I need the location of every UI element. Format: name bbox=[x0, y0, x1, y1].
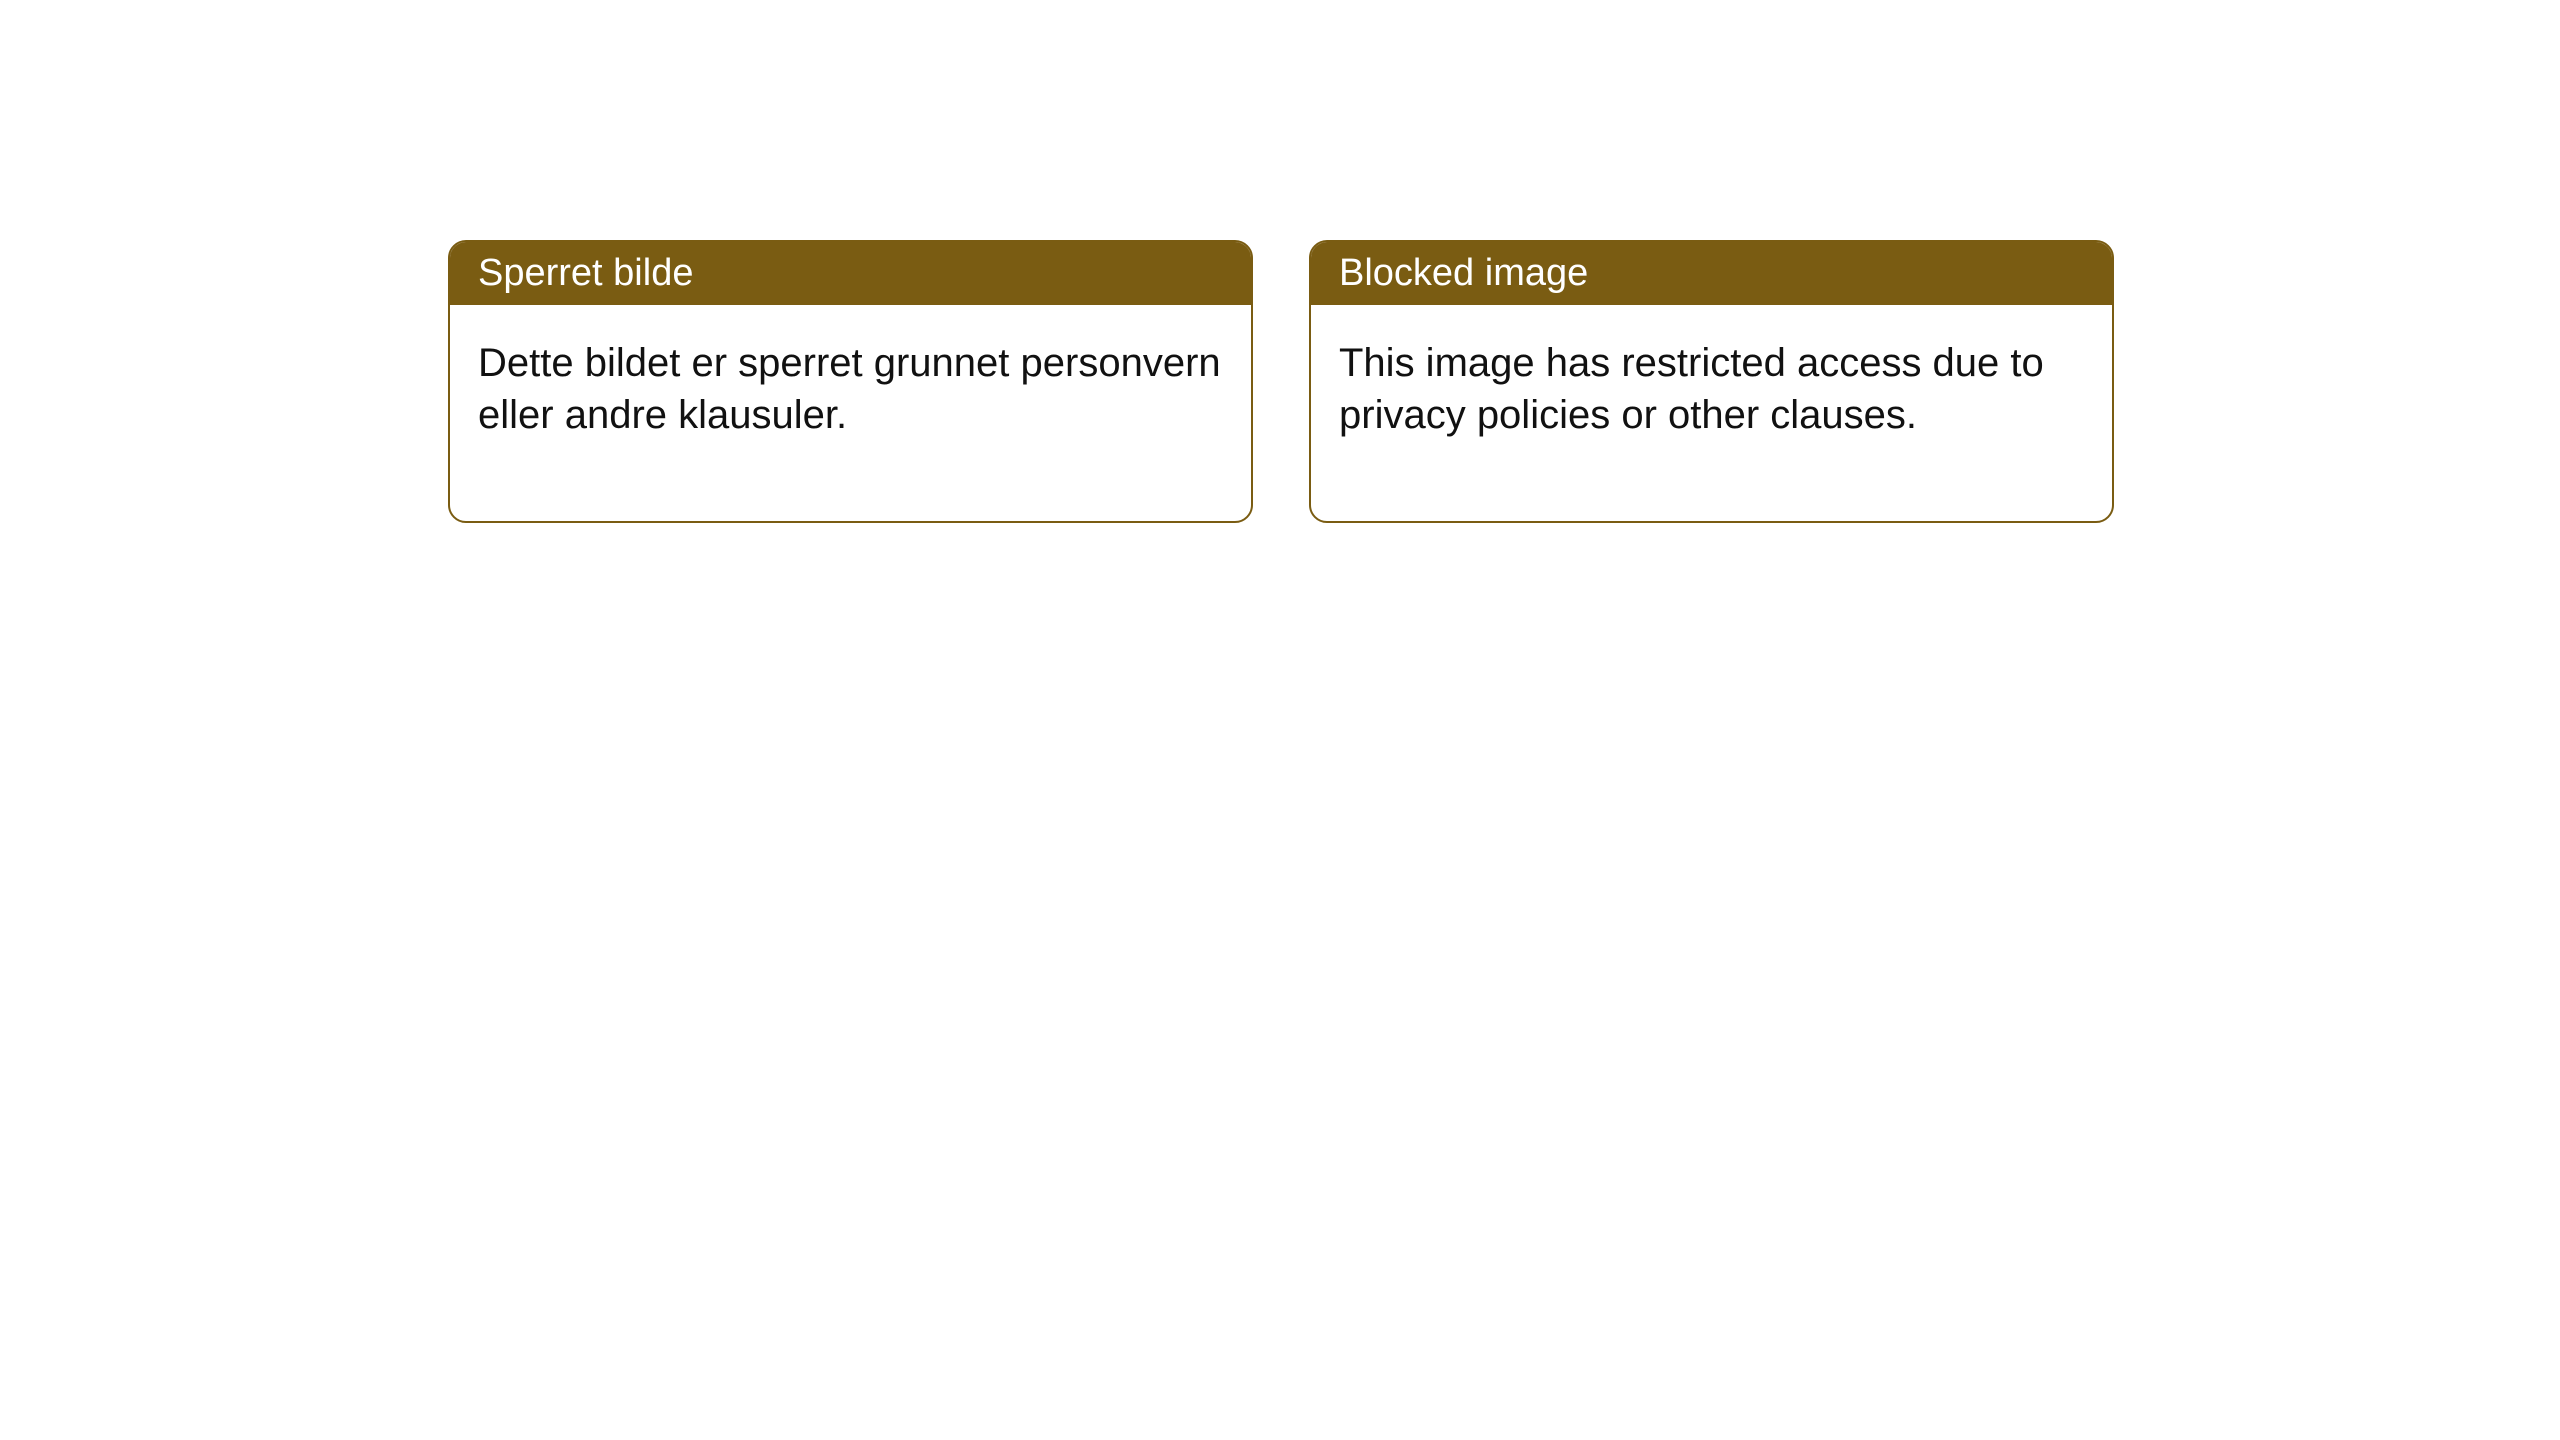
card-body-english: This image has restricted access due to … bbox=[1311, 305, 2112, 521]
blocked-image-card-english: Blocked image This image has restricted … bbox=[1309, 240, 2114, 523]
card-header-english: Blocked image bbox=[1311, 242, 2112, 305]
card-header-norwegian: Sperret bilde bbox=[450, 242, 1251, 305]
blocked-image-card-norwegian: Sperret bilde Dette bildet er sperret gr… bbox=[448, 240, 1253, 523]
blocked-image-notice-container: Sperret bilde Dette bildet er sperret gr… bbox=[448, 240, 2560, 523]
card-body-norwegian: Dette bildet er sperret grunnet personve… bbox=[450, 305, 1251, 521]
